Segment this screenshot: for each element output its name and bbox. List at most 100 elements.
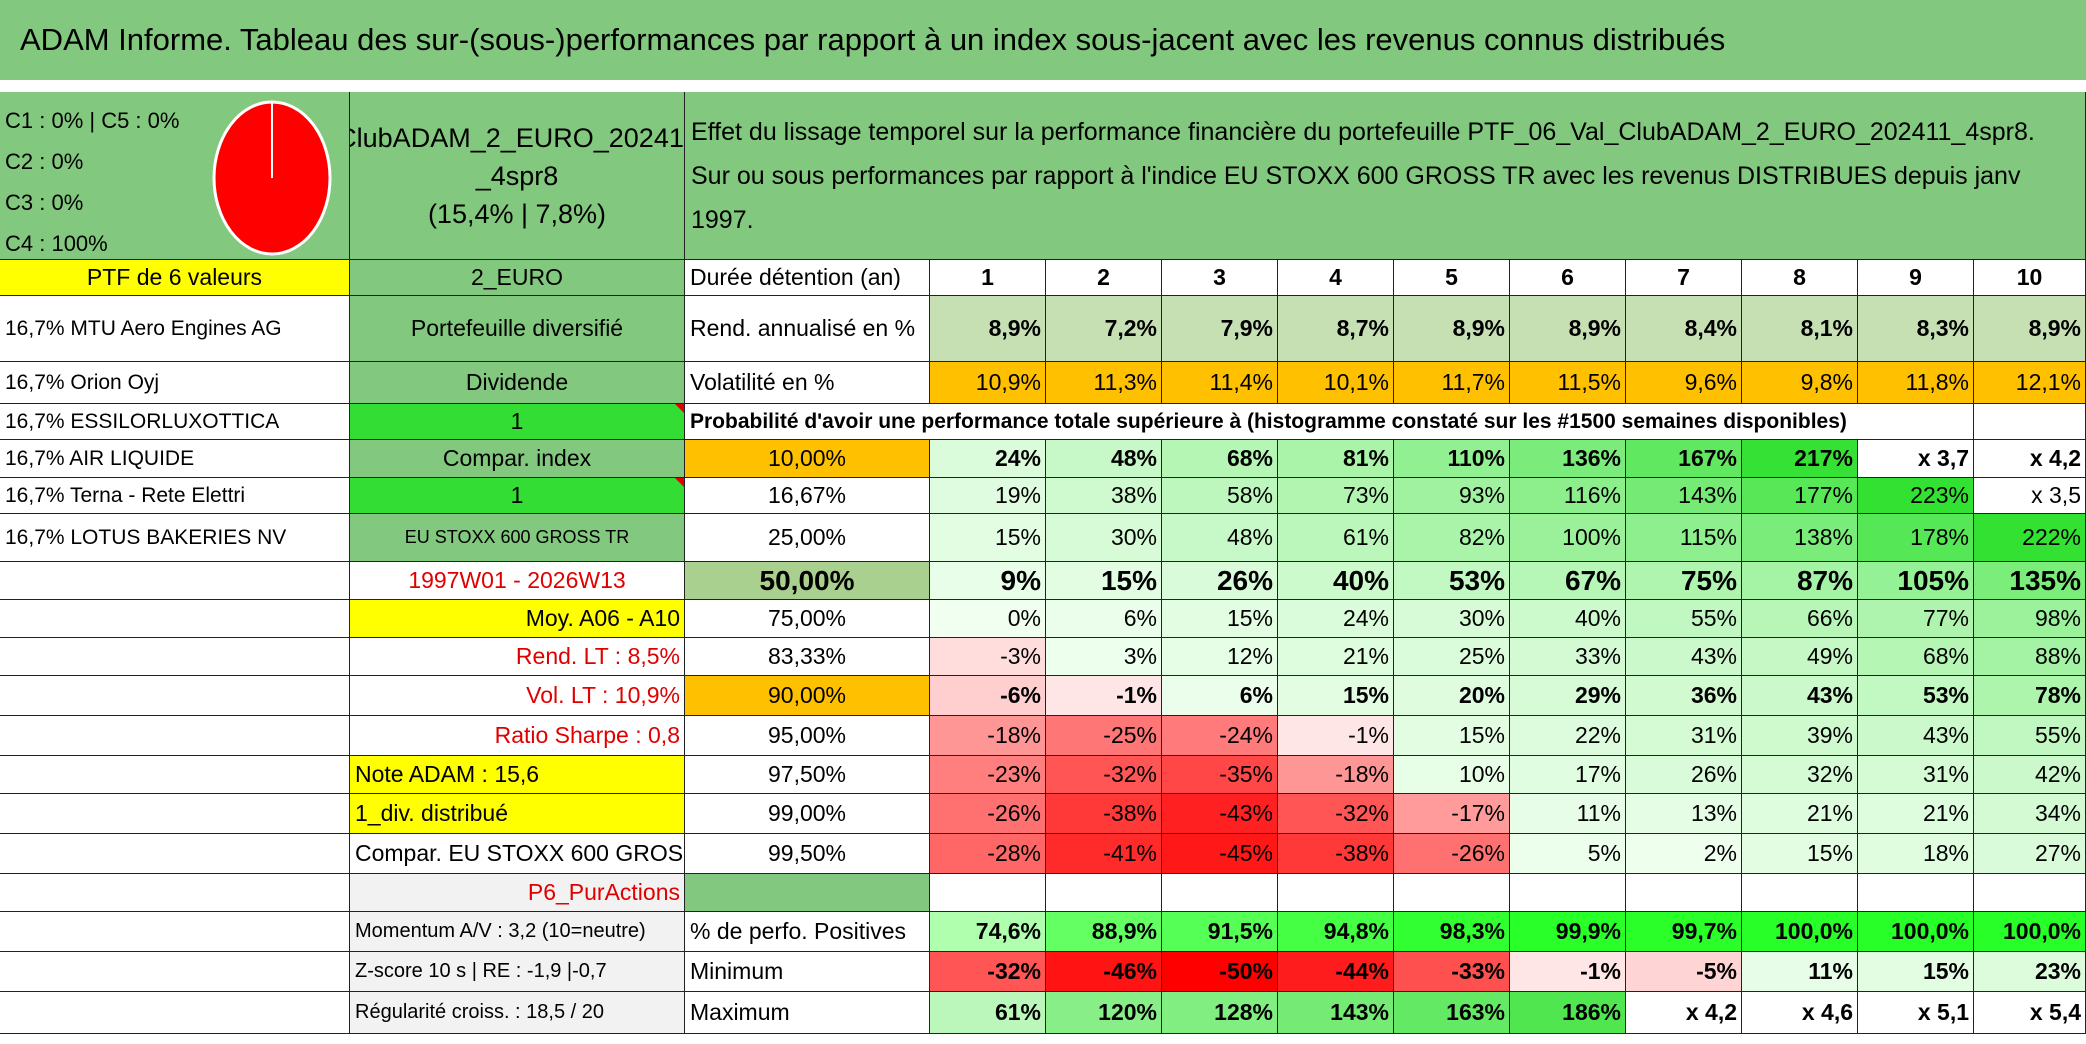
prob-value: 18%: [1858, 834, 1974, 874]
prob-value-text: -1%: [1348, 722, 1389, 748]
min-value-text: -1%: [1580, 958, 1621, 984]
prob-value: 15%: [1394, 716, 1510, 756]
prob-value-text: 138%: [1794, 524, 1853, 550]
max-value-text: 128%: [1214, 999, 1273, 1025]
min-value: -32%: [930, 952, 1046, 992]
prob-value: 177%: [1742, 478, 1858, 514]
rend-label-text: Rend. annualisé en %: [690, 315, 916, 341]
prob-value: 36%: [1626, 676, 1742, 716]
prob-value: 3%: [1046, 638, 1162, 676]
prob-value: 68%: [1858, 638, 1974, 676]
prob-value: 217%: [1742, 440, 1858, 478]
div-distribue-text: 1_div. distribué: [355, 800, 508, 826]
prob-value-text: 43%: [1922, 722, 1969, 748]
period: 1997W01 - 2026W13: [350, 562, 685, 600]
prob-value-text: -32%: [1335, 800, 1389, 826]
min-label-text: Minimum: [690, 958, 784, 984]
prob-value: -18%: [930, 716, 1046, 756]
pie-legend-item: C1 : 0% | C5 : 0%: [5, 108, 180, 133]
rend-value-text: 7,9%: [1220, 315, 1273, 341]
holding-row-text: 16,7% LOTUS BAKERIES NV: [5, 525, 287, 549]
vol-value-text: 10,9%: [975, 369, 1041, 395]
prob-value: 58%: [1162, 478, 1278, 514]
portfolio-name-line3: (15,4% | 7,8%): [427, 198, 607, 229]
prob-value-text: 15%: [1226, 605, 1273, 631]
year-header-text: 4: [1329, 264, 1342, 290]
empty-cell: [1974, 404, 2086, 440]
empty-cell: [0, 992, 350, 1034]
dividende-label: Dividende: [350, 362, 685, 404]
holding-row-text: 16,7% MTU Aero Engines AG: [5, 316, 282, 340]
prob-value-text: -41%: [1103, 840, 1157, 866]
empty-cell: [0, 600, 350, 638]
prob-header: Probabilité d'avoir une performance tota…: [685, 404, 1974, 440]
prob-value-text: 15%: [1806, 840, 1853, 866]
prob-value-text: 26%: [1216, 564, 1273, 596]
compar-full: Compar. EU STOXX 600 GROSS TR: [350, 834, 685, 874]
max-value: 186%: [1510, 992, 1626, 1034]
prob-value-text: -35%: [1219, 761, 1273, 787]
prob-value-text: -28%: [987, 840, 1041, 866]
prob-value: 26%: [1626, 756, 1742, 794]
prob-value: 68%: [1162, 440, 1278, 478]
prob-value-text: 32%: [1806, 761, 1853, 787]
prob-value-text: 15%: [1100, 564, 1157, 596]
empty-cell: [0, 834, 350, 874]
max-label-text: Maximum: [690, 999, 790, 1025]
holding-row: 16,7% LOTUS BAKERIES NV: [0, 514, 350, 562]
pie-block: C1 : 0% | C5 : 0% C2 : 0% C3 : 0% C4 : 100%: [0, 92, 350, 260]
sharpe-text: Ratio Sharpe : 0,8: [494, 722, 680, 748]
prob-value: 178%: [1858, 514, 1974, 562]
prob-threshold-text: 16,67%: [767, 482, 846, 508]
prob-value: 48%: [1162, 514, 1278, 562]
pos-value-text: 88,9%: [1091, 918, 1157, 944]
prob-value-text: 177%: [1794, 482, 1853, 508]
prob-threshold: 75,00%: [685, 600, 930, 638]
min-value-text: -33%: [1451, 958, 1505, 984]
ptf-label: PTF de 6 valeurs: [0, 260, 350, 296]
portfolio-description: Effet du lissage temporel sur la perform…: [685, 92, 2086, 260]
pos-value: 100,0%: [1742, 912, 1858, 952]
prob-value-text: -45%: [1219, 840, 1273, 866]
prob-value-text: 55%: [2034, 722, 2081, 748]
prob-value: -6%: [930, 676, 1046, 716]
vol-value: 11,5%: [1510, 362, 1626, 404]
year-header-text: 9: [1909, 264, 1922, 290]
prob-value-text: -23%: [987, 761, 1041, 787]
prob-value: 24%: [930, 440, 1046, 478]
prob-threshold: 25,00%: [685, 514, 930, 562]
prob-value: 10%: [1394, 756, 1510, 794]
pie-chart: [212, 100, 332, 256]
empty-cell: [0, 716, 350, 756]
p6-label: P6_PurActions: [350, 874, 685, 912]
prob-value-text: -25%: [1103, 722, 1157, 748]
prob-value: 78%: [1974, 676, 2086, 716]
pos-value: 99,7%: [1626, 912, 1742, 952]
prob-value-text: 13%: [1690, 800, 1737, 826]
prob-value: 87%: [1742, 562, 1858, 600]
prob-value-text: -38%: [1335, 840, 1389, 866]
year-header: 2: [1046, 260, 1162, 296]
prob-value-text: -32%: [1103, 761, 1157, 787]
duree-label-text: Durée détention (an): [690, 264, 901, 290]
prob-threshold-text: 99,00%: [767, 800, 846, 826]
prob-value: 15%: [1046, 562, 1162, 600]
pos-value: 100,0%: [1858, 912, 1974, 952]
empty-cell: [1974, 874, 2086, 912]
vol-value: 11,7%: [1394, 362, 1510, 404]
rend-value-text: 8,1%: [1800, 315, 1853, 341]
prob-value: 21%: [1858, 794, 1974, 834]
pos-value-text: 100,0%: [1774, 918, 1853, 944]
prob-value-text: 27%: [2034, 840, 2081, 866]
empty-cell: [0, 756, 350, 794]
prob-value: 49%: [1742, 638, 1858, 676]
holding-row: 16,7% Orion Oyj: [0, 362, 350, 404]
year-header-text: 3: [1213, 264, 1226, 290]
prob-value: 66%: [1742, 600, 1858, 638]
holding-row-text: 16,7% Orion Oyj: [5, 370, 160, 394]
prob-value-text: 40%: [1332, 564, 1389, 596]
prob-value-text: 30%: [1458, 605, 1505, 631]
prob-value: -26%: [1394, 834, 1510, 874]
momentum: Momentum A/V : 3,2 (10=neutre): [350, 912, 685, 952]
rend-value: 7,9%: [1162, 296, 1278, 362]
